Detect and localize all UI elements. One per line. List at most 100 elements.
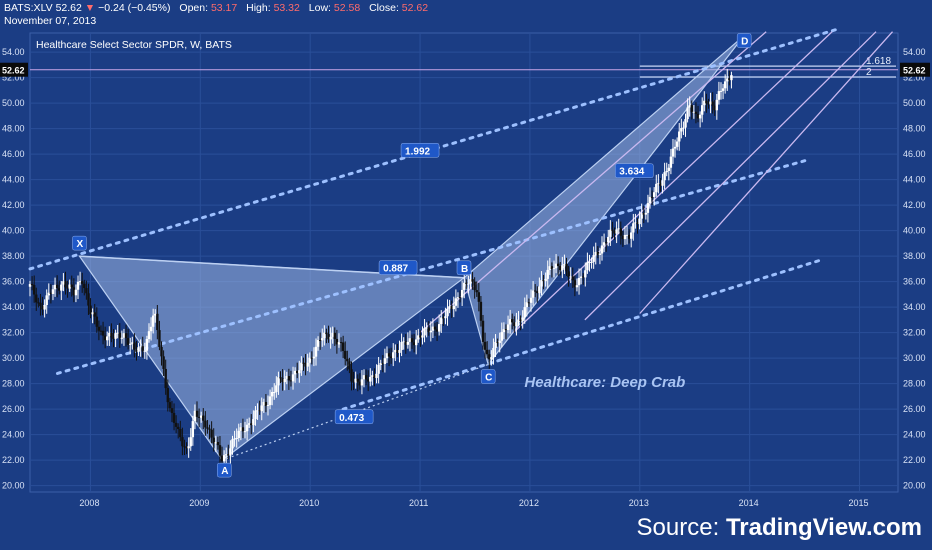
candle-body xyxy=(68,284,71,289)
candle-body xyxy=(719,90,723,92)
candle-body xyxy=(106,336,109,341)
candle-body xyxy=(158,330,161,347)
candle-body xyxy=(644,212,648,215)
y-tick-label-left: 26.00 xyxy=(2,404,25,414)
symbol-label[interactable]: BATS:XLV xyxy=(4,2,53,14)
candle-body xyxy=(392,352,395,359)
candle-body xyxy=(277,377,280,386)
candle-body xyxy=(588,261,591,263)
y-tick-label-left: 44.00 xyxy=(2,175,25,185)
dotted-trendline xyxy=(341,258,823,411)
candle-body xyxy=(103,335,107,341)
candle-body xyxy=(354,378,357,383)
candle-body xyxy=(308,357,311,363)
candle-body xyxy=(460,289,464,298)
candle-body xyxy=(494,341,497,348)
candle-body xyxy=(604,242,608,244)
candle-body xyxy=(607,236,610,243)
candle-body xyxy=(154,313,157,316)
candle-body xyxy=(435,329,439,332)
candle-body xyxy=(321,338,324,341)
pattern-point-a xyxy=(217,462,232,478)
candle-body xyxy=(477,292,481,302)
candle-body xyxy=(661,180,664,186)
candle-body xyxy=(696,113,700,119)
candle-body xyxy=(525,302,529,308)
candle-body xyxy=(101,330,105,336)
candle-body xyxy=(339,342,343,344)
candle-body xyxy=(373,375,376,379)
candle-body xyxy=(533,290,537,292)
last-price-label: 52.62 xyxy=(55,2,82,14)
source-brand[interactable]: TradingView.com xyxy=(725,514,922,541)
candle-body xyxy=(43,305,46,310)
candle-body xyxy=(701,105,704,115)
candle-body xyxy=(617,228,620,230)
candle-body xyxy=(239,427,243,431)
candle-body xyxy=(237,430,240,439)
candle-body xyxy=(688,105,691,108)
candle-body xyxy=(523,307,526,318)
candle-body xyxy=(556,263,560,267)
candle-body xyxy=(511,319,514,323)
candle-body xyxy=(30,284,34,286)
candle-body xyxy=(212,437,215,444)
pattern-point-b xyxy=(456,260,472,276)
candle-body xyxy=(133,342,136,350)
candle-body xyxy=(285,376,288,379)
candle-body xyxy=(35,294,38,303)
candle-body xyxy=(642,213,645,215)
candle-body xyxy=(306,362,309,367)
candle-body xyxy=(387,353,391,357)
candle-body xyxy=(492,347,495,358)
candle-body xyxy=(529,297,533,303)
y-tick-label-left: 34.00 xyxy=(2,302,25,312)
candle-body xyxy=(640,213,643,219)
y-tick-label-right: 32.00 xyxy=(903,328,926,338)
low-value: 52.58 xyxy=(333,2,361,14)
candle-body xyxy=(600,245,604,254)
candle-body xyxy=(116,332,119,334)
candle-body xyxy=(542,280,545,282)
y-tick-label-right: 20.00 xyxy=(903,481,926,491)
candle-body xyxy=(377,364,380,374)
candle-body xyxy=(346,358,349,362)
candle-body xyxy=(671,148,675,157)
y-tick-label-right: 22.00 xyxy=(903,455,926,465)
candle-body xyxy=(202,415,205,421)
y-tick-label-right: 34.00 xyxy=(903,302,926,312)
candle-body xyxy=(279,377,282,379)
candle-body xyxy=(680,128,683,132)
y-tick-label-left: 32.00 xyxy=(2,328,25,338)
candle-body xyxy=(423,328,426,336)
candle-body xyxy=(304,362,307,367)
candle-body xyxy=(613,230,616,234)
candle-body xyxy=(454,298,458,306)
candle-body xyxy=(634,222,637,224)
candle-body xyxy=(621,235,625,240)
candle-body xyxy=(72,287,76,296)
candle-body xyxy=(210,429,213,438)
source-credit: Source: TradingView.com xyxy=(637,514,922,542)
fib-level-label: 1.618 xyxy=(866,56,891,67)
candle-body xyxy=(627,234,631,239)
candle-body xyxy=(296,370,299,374)
candle-body xyxy=(214,441,217,444)
candle-body xyxy=(344,350,347,359)
candle-body xyxy=(502,329,506,333)
candle-body xyxy=(341,342,345,351)
candle-body xyxy=(247,423,251,425)
candle-body xyxy=(389,356,393,359)
candle-body xyxy=(149,326,153,332)
candle-body xyxy=(312,356,316,359)
candle-body xyxy=(440,317,443,325)
candle-body xyxy=(554,263,558,269)
x-tick-label: 2008 xyxy=(79,498,99,508)
candle-body xyxy=(256,410,259,412)
candle-body xyxy=(646,203,650,213)
channel-line xyxy=(639,31,893,314)
candle-body xyxy=(145,339,149,351)
x-tick-label: 2014 xyxy=(739,498,759,508)
candle-body xyxy=(250,423,253,426)
